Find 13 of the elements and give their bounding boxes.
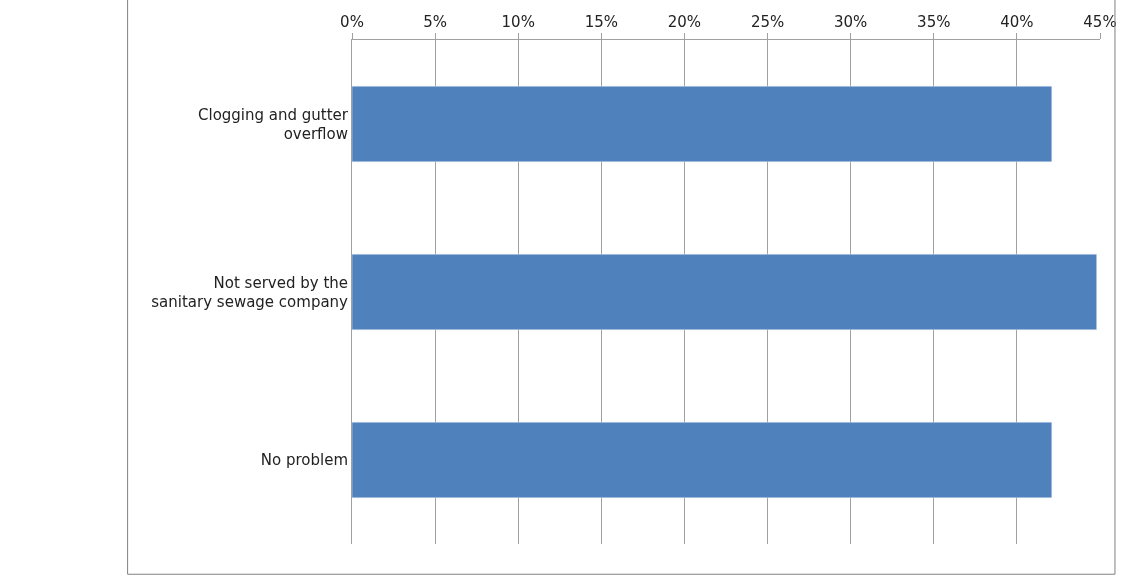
x-tick-label: 25% [750,13,785,31]
x-tick-label: 35% [917,13,951,31]
x-tick-label: 5% [423,13,448,31]
x-tick-label: 30% [834,13,868,31]
x-tick-label: 15% [584,13,618,31]
x-tick-label: 45% [1083,13,1117,31]
y-tick-label: Not served by the sanitary sewage company [151,273,349,311]
x-tick-label: 10% [501,13,535,31]
x-tick-label: 20% [667,13,702,31]
x-tick-label: 40% [1000,13,1034,31]
y-tick-label: Clogging and gutter overflow [198,105,349,143]
x-tick-label: 0% [340,13,364,31]
y-tick-label: No problem [260,451,348,470]
